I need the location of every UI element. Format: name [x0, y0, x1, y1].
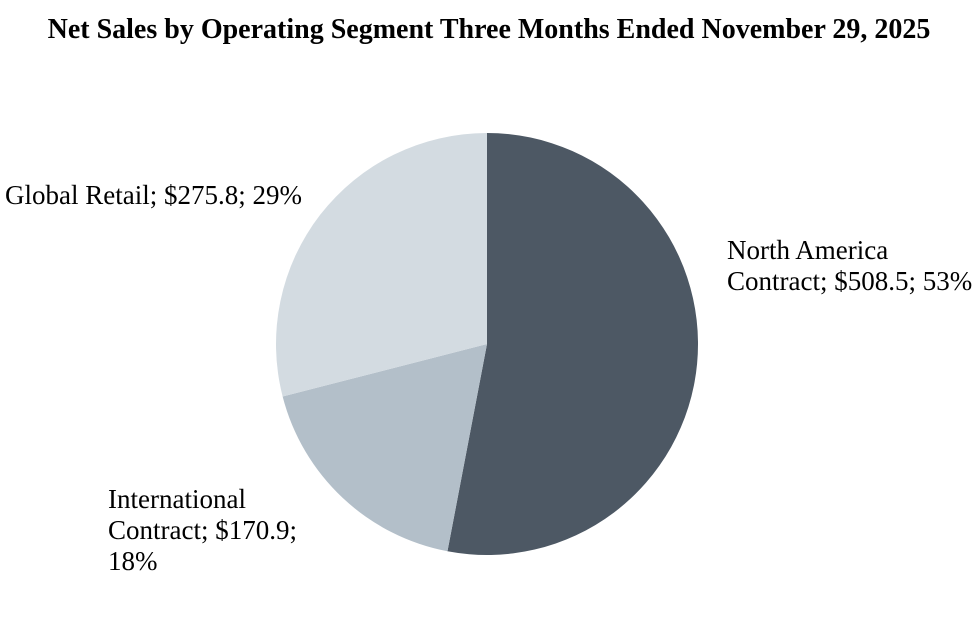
data-label-international-contract: International Contract; $170.9; 18% [108, 484, 297, 577]
data-label-line: Contract; $170.9; [108, 515, 297, 545]
data-label-north-america-contract: North America Contract; $508.5; 53% [727, 235, 972, 297]
data-label-line: North America [727, 235, 889, 265]
data-label-global-retail: Global Retail; $275.8; 29% [5, 180, 302, 211]
pie-slice-global-retail [276, 133, 487, 397]
pie-slice-international-contract [282, 344, 487, 552]
data-label-line: Contract; $508.5; 53% [727, 266, 973, 296]
data-label-line: 18% [108, 546, 158, 576]
chart-title: Net Sales by Operating Segment Three Mon… [47, 14, 931, 45]
pie-slice-north-america-contract [447, 133, 699, 555]
data-label-line: International [108, 484, 246, 514]
data-label-line: Global Retail; $275.8; 29% [5, 180, 302, 210]
